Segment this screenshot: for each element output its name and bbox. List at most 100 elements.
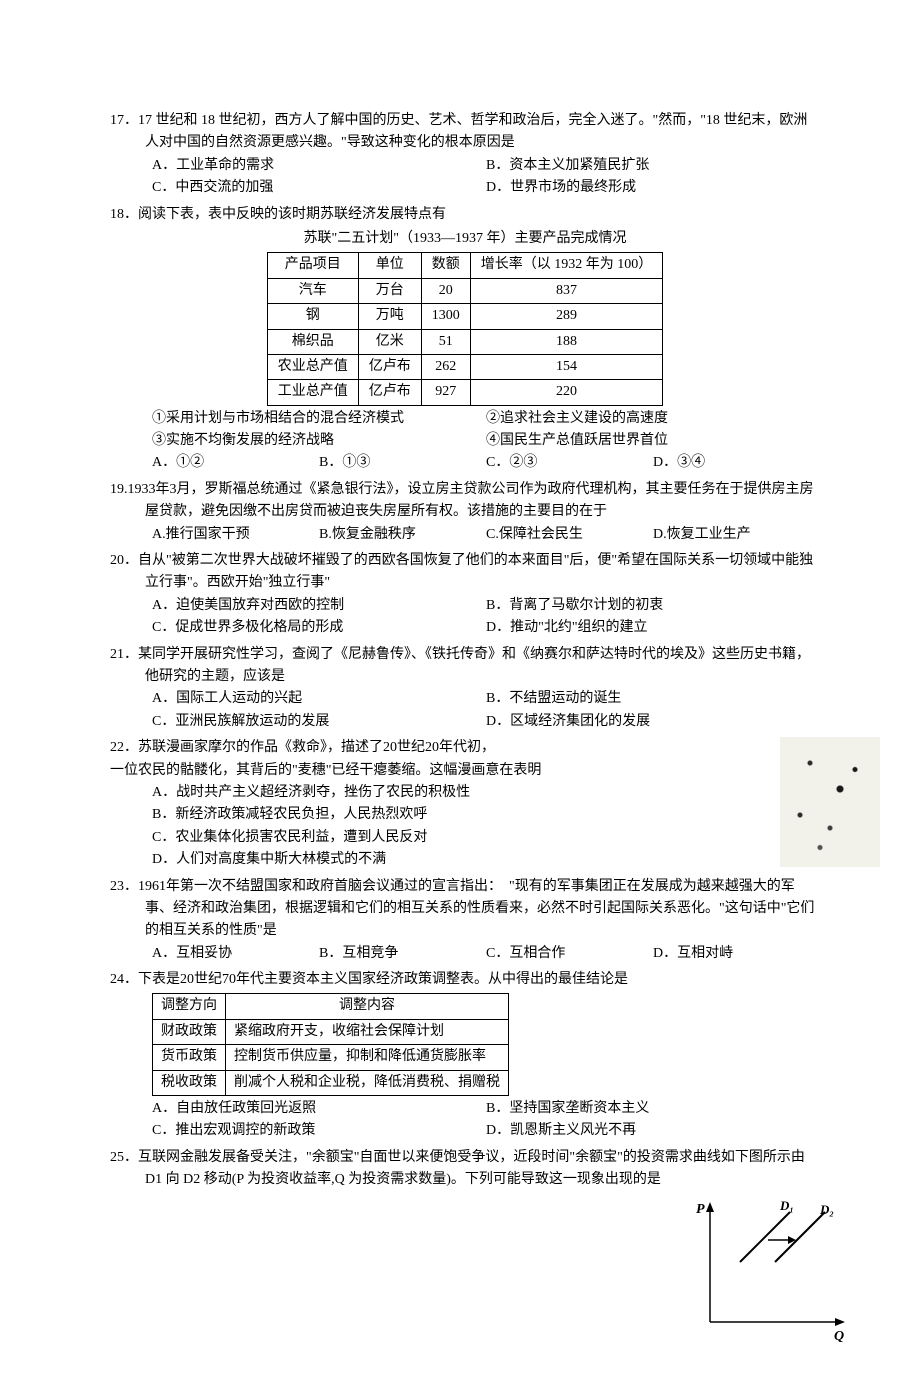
question-text: 21．某同学开展研究性学习，查阅了《尼赫鲁传》、《铁托传奇》和《纳赛尔和萨达特时…: [110, 644, 820, 689]
question-25: 25．互联网金融发展备受关注，"余额宝"自面世以来便饱受争议，近段时间"余额宝"…: [110, 1147, 820, 1350]
th: 增长率（以 1932 年为 100）: [470, 253, 663, 278]
policy-table: 调整方向调整内容 财政政策紧缩政府开支，收缩社会保障计划 货币政策控制货币供应量…: [152, 993, 509, 1096]
table-header-row: 调整方向调整内容: [153, 994, 509, 1019]
option-c: C．②③: [486, 452, 653, 474]
table-caption: 苏联"二五计划"（1933—1937 年）主要产品完成情况: [110, 228, 820, 250]
svg-text:Q: Q: [834, 1329, 844, 1342]
q-stem: 阅读下表，表中反映的该时期苏联经济发展特点有: [138, 207, 446, 222]
option-b: B．资本主义加紧殖民扩张: [486, 155, 820, 177]
question-20: 20．自从"被第二次世界大战破坏摧毁了的西欧各国恢复了他们的本来面目"后，便"希…: [110, 550, 820, 640]
demand-curve-chart: P Q D₁ D₂: [680, 1192, 850, 1350]
statement-list: ①采用计划与市场相结合的混合经济模式②追求社会主义建设的高速度 ③实施不均衡发展…: [110, 408, 820, 453]
q-num: 17．: [110, 113, 138, 128]
option-a: A.推行国家干预: [152, 524, 319, 546]
table-row: 棉织品亿米51188: [267, 329, 663, 354]
table-row: 货币政策控制货币供应量，抑制和降低通货膨胀率: [153, 1045, 509, 1070]
options: A．战时共产主义超经济剥夺，挫伤了农民的积极性 B．新经济政策减轻农民负担，人民…: [110, 782, 820, 872]
question-text: 22．苏联漫画家摩尔的作品《救命》，描述了20世纪20年代初，: [110, 737, 820, 759]
options: A．迫使美国放弃对西欧的控制B．背离了马歇尔计划的初衷 C．促成世界多极化格局的…: [110, 595, 820, 640]
th: 单位: [358, 253, 421, 278]
soviet-plan-table: 产品项目 单位 数额 增长率（以 1932 年为 100） 汽车万台20837 …: [267, 252, 664, 405]
question-text: 20．自从"被第二次世界大战破坏摧毁了的西欧各国恢复了他们的本来面目"后，便"希…: [110, 550, 820, 595]
option-c: C.保障社会民生: [486, 524, 653, 546]
option-d: D．人们对高度集中斯大林模式的不满: [152, 849, 820, 871]
q-num: 19.: [110, 482, 128, 497]
option-b: B．不结盟运动的诞生: [486, 688, 820, 710]
question-24: 24．下表是20世纪70年代主要资本主义国家经济政策调整表。从中得出的最佳结论是…: [110, 969, 820, 1143]
q-stem: 1933年3月，罗斯福总统通过《紧急银行法》，设立房主贷款公司作为政府代理机构，…: [128, 482, 814, 519]
option-c: C．互相合作: [486, 943, 653, 965]
q-num: 21．: [110, 647, 138, 662]
option-b: B．背离了马歇尔计划的初衷: [486, 595, 820, 617]
option-a: A．国际工人运动的兴起: [152, 688, 486, 710]
th: 数额: [421, 253, 470, 278]
option-b: B．新经济政策减轻农民负担，人民热烈欢呼: [152, 804, 820, 826]
question-21: 21．某同学开展研究性学习，查阅了《尼赫鲁传》、《铁托传奇》和《纳赛尔和萨达特时…: [110, 644, 820, 734]
option-a: A．迫使美国放弃对西欧的控制: [152, 595, 486, 617]
option-d: D．区域经济集团化的发展: [486, 711, 820, 733]
option-a: A．工业革命的需求: [152, 155, 486, 177]
q-stem: 17 世纪和 18 世纪初，西方人了解中国的历史、艺术、哲学和政治后，完全入迷了…: [138, 113, 807, 150]
options: A．工业革命的需求 B．资本主义加紧殖民扩张 C．中西交流的加强 D．世界市场的…: [110, 155, 820, 200]
q-num: 24．: [110, 972, 138, 987]
svg-text:D₂: D₂: [819, 1202, 834, 1217]
option-a: A．互相妥协: [152, 943, 319, 965]
q-stem: 下表是20世纪70年代主要资本主义国家经济政策调整表。从中得出的最佳结论是: [138, 972, 628, 987]
table-row: 税收政策削减个人税和企业税，降低消费税、捐赠税: [153, 1070, 509, 1095]
option-b: B．互相竞争: [319, 943, 486, 965]
option-d: D.恢复工业生产: [653, 524, 820, 546]
question-19: 19.1933年3月，罗斯福总统通过《紧急银行法》，设立房主贷款公司作为政府代理…: [110, 479, 820, 546]
question-17: 17．17 世纪和 18 世纪初，西方人了解中国的历史、艺术、哲学和政治后，完全…: [110, 110, 820, 200]
option-a: A．自由放任政策回光返照: [152, 1098, 486, 1120]
option-b: B．①③: [319, 452, 486, 474]
question-text: 25．互联网金融发展备受关注，"余额宝"自面世以来便饱受争议，近段时间"余额宝"…: [110, 1147, 820, 1192]
q-num: 20．: [110, 553, 138, 568]
question-text: 18．阅读下表，表中反映的该时期苏联经济发展特点有: [110, 204, 820, 226]
statement-2: ②追求社会主义建设的高速度: [486, 408, 820, 430]
question-text: 24．下表是20世纪70年代主要资本主义国家经济政策调整表。从中得出的最佳结论是: [110, 969, 820, 991]
question-18: 18．阅读下表，表中反映的该时期苏联经济发展特点有 苏联"二五计划"（1933—…: [110, 204, 820, 475]
options: A．互相妥协 B．互相竞争 C．互相合作 D．互相对峙: [110, 943, 820, 965]
option-b: B．坚持国家垄断资本主义: [486, 1098, 820, 1120]
q-stem: 苏联漫画家摩尔的作品《救命》，描述了20世纪20年代初，: [138, 740, 495, 755]
option-d: D．推动"北约"组织的建立: [486, 617, 820, 639]
statement-3: ③实施不均衡发展的经济战略: [152, 430, 486, 452]
options: A．①② B．①③ C．②③ D．③④: [110, 452, 820, 474]
q-num: 23．: [110, 879, 138, 894]
question-22: 22．苏联漫画家摩尔的作品《救命》，描述了20世纪20年代初， 一位农民的骷髅化…: [110, 737, 820, 871]
table-row: 工业总产值亿卢布927220: [267, 380, 663, 405]
chart-svg: P Q D₁ D₂: [680, 1192, 850, 1342]
option-d: D．互相对峙: [653, 943, 820, 965]
statement-1: ①采用计划与市场相结合的混合经济模式: [152, 408, 486, 430]
question-text: 19.1933年3月，罗斯福总统通过《紧急银行法》，设立房主贷款公司作为政府代理…: [110, 479, 820, 524]
cartoon-image: [780, 737, 880, 867]
option-c: C．促成世界多极化格局的形成: [152, 617, 486, 639]
svg-text:P: P: [696, 1202, 705, 1217]
q-stem: 1961年第一次不结盟国家和政府首脑会议通过的宣言指出： "现有的军事集团正在发…: [138, 879, 814, 939]
table-row: 农业总产值亿卢布262154: [267, 354, 663, 379]
q-stem: 某同学开展研究性学习，查阅了《尼赫鲁传》、《铁托传奇》和《纳赛尔和萨达特时代的埃…: [138, 647, 810, 684]
statement-4: ④国民生产总值跃居世界首位: [486, 430, 820, 452]
option-b: B.恢复金融秩序: [319, 524, 486, 546]
q-num: 18．: [110, 207, 138, 222]
q-stem: 自从"被第二次世界大战破坏摧毁了的西欧各国恢复了他们的本来面目"后，便"希望在国…: [138, 553, 813, 590]
option-c: C．中西交流的加强: [152, 177, 486, 199]
options: A．国际工人运动的兴起B．不结盟运动的诞生 C．亚洲民族解放运动的发展D．区域经…: [110, 688, 820, 733]
option-c: C．推出宏观调控的新政策: [152, 1120, 486, 1142]
option-c: C．亚洲民族解放运动的发展: [152, 711, 486, 733]
question-text: 17．17 世纪和 18 世纪初，西方人了解中国的历史、艺术、哲学和政治后，完全…: [110, 110, 820, 155]
svg-text:D₁: D₁: [779, 1198, 794, 1213]
table-row: 财政政策紧缩政府开支，收缩社会保障计划: [153, 1019, 509, 1044]
table-header-row: 产品项目 单位 数额 增长率（以 1932 年为 100）: [267, 253, 663, 278]
option-a: A．战时共产主义超经济剥夺，挫伤了农民的积极性: [152, 782, 820, 804]
table-row: 钢万吨1300289: [267, 304, 663, 329]
option-a: A．①②: [152, 452, 319, 474]
option-d: D．凯恩斯主义风光不再: [486, 1120, 820, 1142]
table-row: 汽车万台20837: [267, 278, 663, 303]
option-d: D．③④: [653, 452, 820, 474]
q-num: 25．: [110, 1150, 138, 1165]
th: 产品项目: [267, 253, 358, 278]
options: A．自由放任政策回光返照B．坚持国家垄断资本主义 C．推出宏观调控的新政策D．凯…: [110, 1098, 820, 1143]
question-text: 23．1961年第一次不结盟国家和政府首脑会议通过的宣言指出： "现有的军事集团…: [110, 876, 820, 943]
options: A.推行国家干预 B.恢复金融秩序 C.保障社会民生 D.恢复工业生产: [110, 524, 820, 546]
